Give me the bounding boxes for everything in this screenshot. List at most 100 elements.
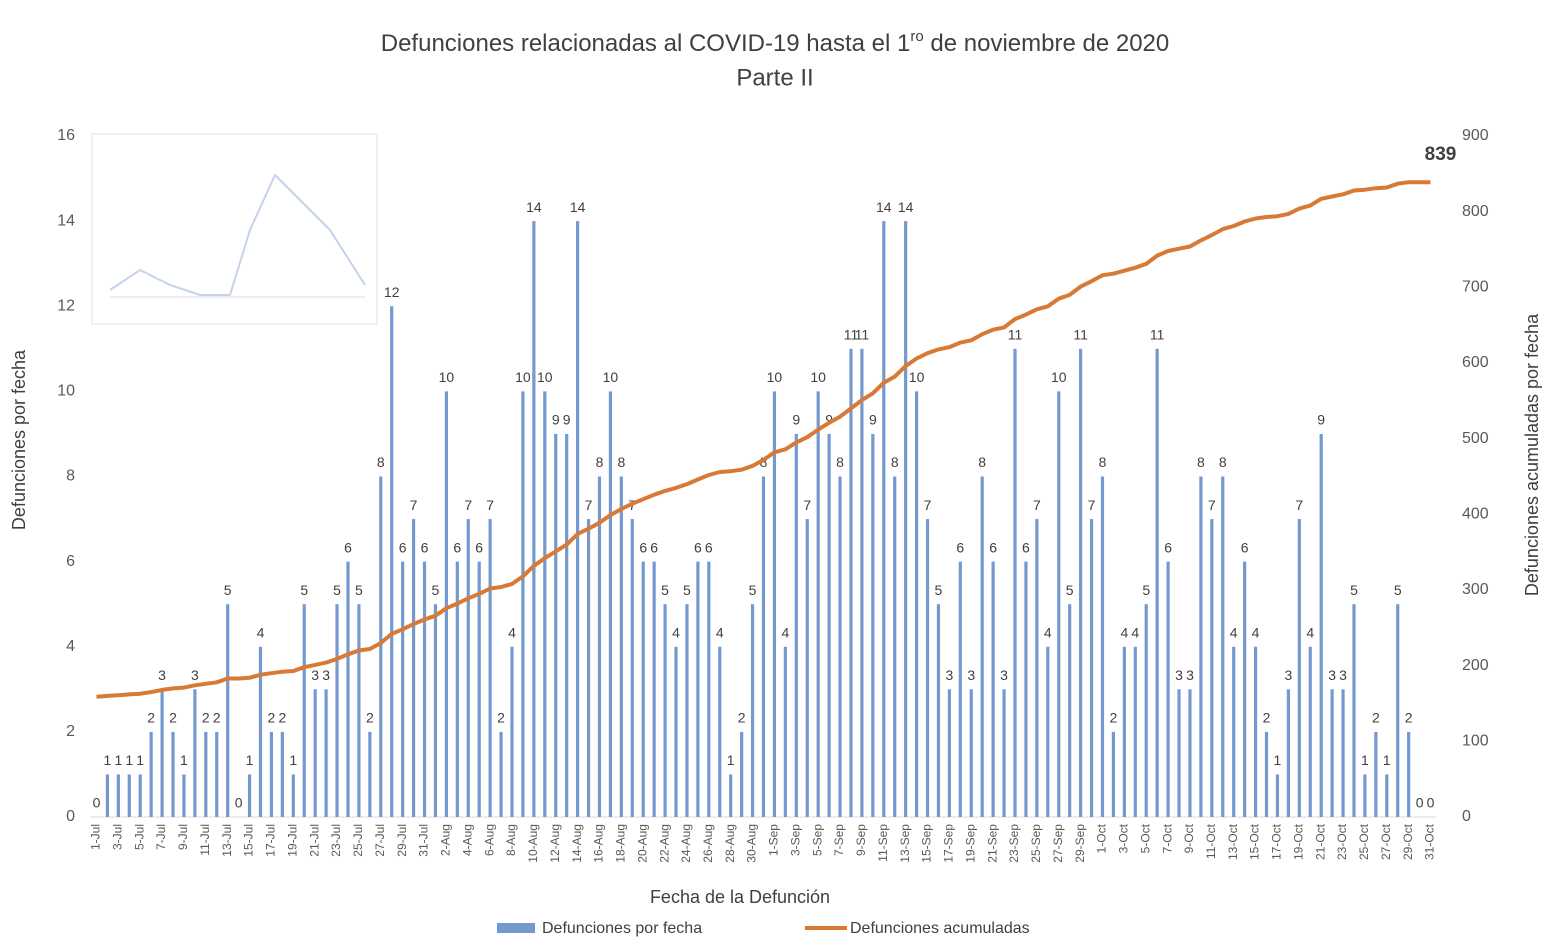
data-label: 5 [683, 582, 691, 598]
bar [597, 476, 602, 817]
data-label: 14 [570, 199, 586, 215]
bar [761, 476, 766, 817]
data-label: 6 [956, 539, 964, 555]
data-label: 2 [1372, 710, 1380, 726]
bar [1385, 774, 1389, 817]
data-label: 11 [855, 327, 870, 343]
legend-label: Defunciones por fecha [542, 920, 702, 937]
data-label: 8 [617, 454, 625, 470]
bar [586, 519, 591, 817]
data-label: 11 [844, 327, 859, 343]
x-tick-label: 7-Jul [154, 824, 168, 850]
bar [379, 476, 383, 817]
bar [346, 561, 350, 817]
x-tick-label: 4-Aug [460, 824, 474, 856]
y2-tick-label: 600 [1462, 354, 1489, 371]
data-label: 4 [1044, 624, 1052, 640]
data-label: 8 [891, 454, 899, 470]
line [96, 180, 1431, 699]
x-tick-label: 10-Aug [526, 824, 540, 863]
bar [1363, 774, 1367, 817]
bar [750, 604, 755, 817]
data-label: 8 [377, 454, 385, 470]
data-label: 2 [169, 710, 177, 726]
data-label: 6 [453, 539, 461, 555]
data-label: 2 [268, 710, 276, 726]
bar [827, 433, 831, 817]
data-label: 9 [869, 412, 877, 428]
y-tick-label: 0 [66, 808, 75, 825]
bar [1221, 476, 1225, 817]
bar [794, 433, 798, 817]
x-tick-label: 17-Oct [1270, 823, 1284, 860]
bar [936, 604, 941, 817]
bar [1024, 561, 1028, 817]
data-label: 3 [967, 667, 975, 683]
bar [335, 604, 339, 817]
bar [455, 561, 459, 817]
bar [1166, 561, 1170, 817]
bar [357, 604, 361, 817]
y2-tick-label: 500 [1462, 430, 1489, 447]
bar [925, 519, 930, 817]
title-sup: ro [910, 28, 923, 45]
data-label: 6 [639, 539, 647, 555]
x-tick-label: 27-Jul [373, 824, 387, 857]
bar [1013, 348, 1017, 817]
x-tick-label: 16-Aug [592, 824, 606, 863]
data-label: 1 [125, 752, 133, 768]
bar [204, 731, 208, 817]
bar [740, 731, 744, 817]
bar [488, 519, 492, 817]
x-tick-label: 29-Jul [395, 824, 409, 857]
data-label: 14 [898, 199, 914, 215]
data-label: 3 [191, 667, 199, 683]
line-end-label: 839 [1425, 144, 1457, 165]
data-label: 5 [1394, 582, 1402, 598]
bar [904, 221, 908, 817]
bar [663, 604, 667, 817]
x-tick-label: 23-Oct [1335, 823, 1349, 860]
bar [816, 391, 820, 817]
data-label: 5 [432, 582, 440, 598]
data-label: 10 [810, 369, 826, 385]
data-label: 4 [672, 624, 680, 640]
inset-sketch [109, 173, 366, 296]
data-label: 2 [1110, 710, 1118, 726]
chart-subtitle: Parte II [736, 64, 813, 91]
data-label: 8 [596, 454, 604, 470]
bar [477, 561, 481, 817]
data-label: 1 [180, 752, 188, 768]
bar [444, 391, 448, 817]
x-tick-label: 6-Aug [482, 824, 496, 856]
bar [1264, 731, 1269, 817]
data-label: 1 [1361, 752, 1369, 768]
legend-label: Defunciones acumuladas [850, 920, 1030, 937]
bar [368, 731, 372, 817]
data-label: 6 [989, 539, 997, 555]
x-tick-label: 1-Oct [1095, 823, 1109, 853]
bar [1330, 689, 1334, 817]
chart-title: Defunciones relacionadas al COVID-19 has… [381, 28, 1170, 57]
x-tick-label: 21-Oct [1313, 823, 1327, 860]
data-label: 6 [694, 539, 702, 555]
data-label: 8 [978, 454, 986, 470]
data-label: 4 [257, 624, 265, 640]
bar [969, 689, 973, 817]
data-label: 4 [508, 624, 516, 640]
bar [991, 561, 995, 817]
bar [947, 689, 951, 817]
data-label: 4 [1120, 624, 1128, 640]
y2-tick-label: 800 [1462, 203, 1489, 220]
x-tick-label: 13-Oct [1226, 823, 1240, 860]
x-tick-label: 21-Jul [307, 824, 321, 857]
data-label: 14 [876, 199, 892, 215]
data-label: 1 [289, 752, 297, 768]
data-label: 2 [738, 710, 746, 726]
x-tick-label: 25-Oct [1357, 823, 1371, 860]
data-label: 6 [1022, 539, 1030, 555]
data-label: 10 [515, 369, 531, 385]
bar [1188, 689, 1192, 817]
bar [543, 391, 547, 817]
data-label: 2 [1263, 710, 1271, 726]
